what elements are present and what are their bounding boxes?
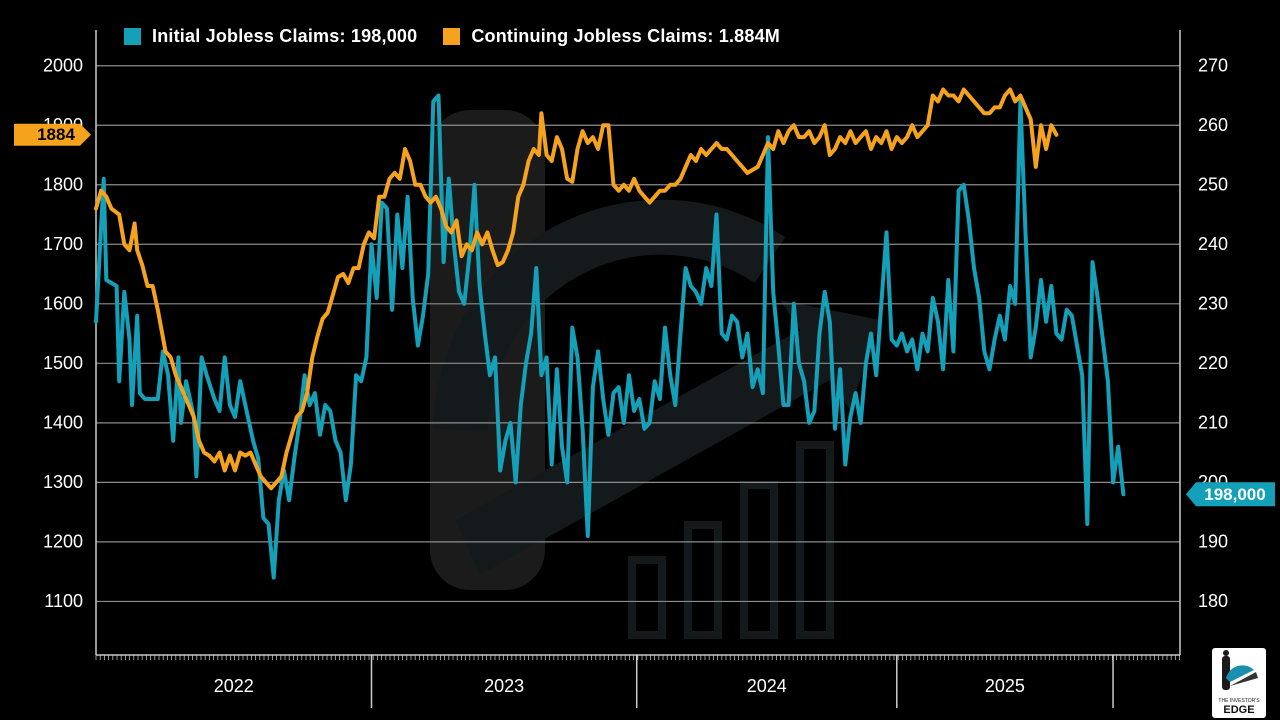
investors-edge-logo: THE INVESTOR'S EDGE [1212, 648, 1266, 718]
legend-label-initial: Initial Jobless Claims: 198,000 [152, 25, 418, 46]
right-tick-label: 240 [1198, 234, 1228, 254]
logo-big-text: EDGE [1223, 704, 1255, 716]
left-tick-label: 1500 [43, 353, 83, 373]
left-tick-label: 1200 [43, 532, 83, 552]
legend-label-continuing: Continuing Jobless Claims: 1.884M [471, 25, 780, 46]
year-label: 2023 [484, 676, 524, 696]
right-tick-label: 180 [1198, 591, 1228, 611]
right-tick-label: 250 [1198, 175, 1228, 195]
right-tick-label: 190 [1198, 532, 1228, 552]
left-tick-label: 1800 [43, 175, 83, 195]
legend-swatch-initial [124, 27, 141, 45]
left-tick-label: 1300 [43, 472, 83, 492]
right-tick-label: 230 [1198, 294, 1228, 314]
series-line-continuing [94, 87, 1059, 491]
year-label: 2025 [985, 676, 1025, 696]
left-tick-label: 2000 [43, 55, 83, 75]
series-line-initial [94, 93, 1126, 580]
left-tick-label: 1100 [44, 591, 83, 611]
left-tick-label: 1600 [43, 294, 83, 314]
legend-swatch-continuing [443, 27, 461, 45]
legend: Initial Jobless Claims: 198,000 Continui… [118, 22, 816, 50]
year-label: 2022 [214, 676, 254, 696]
legend-item-initial: Initial Jobless Claims: 198,000 [124, 26, 417, 47]
value-tag-continuing-label: 1884 [37, 125, 75, 144]
logo-mark-icon [1222, 650, 1258, 690]
legend-item-continuing: Continuing Jobless Claims: 1.884M [443, 26, 780, 47]
logo-small-text: THE INVESTOR'S [1218, 698, 1260, 704]
right-tick-label: 220 [1198, 353, 1228, 373]
value-tag-continuing [14, 123, 91, 146]
value-tag-initial-label: 198,000 [1204, 485, 1265, 504]
left-tick-label: 1700 [43, 234, 83, 254]
right-tick-label: 270 [1198, 55, 1228, 75]
left-tick-label: 1400 [43, 413, 83, 433]
right-tick-label: 210 [1198, 413, 1228, 433]
year-label: 2024 [747, 676, 787, 696]
right-tick-label: 260 [1198, 115, 1228, 135]
value-tag-initial [1186, 482, 1275, 507]
